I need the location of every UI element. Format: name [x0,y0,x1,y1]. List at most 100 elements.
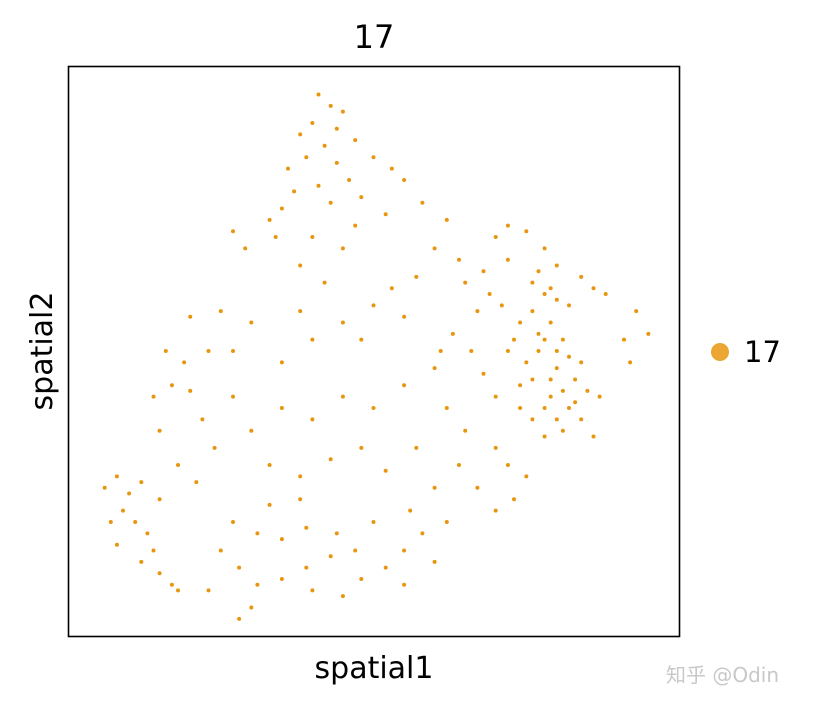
data-point [322,143,327,148]
data-point [328,200,333,205]
data-point [438,349,443,353]
data-point [536,349,541,353]
data-point [267,217,272,222]
data-point [530,377,535,382]
data-point [255,582,260,587]
data-point [622,337,626,342]
data-point [444,217,449,222]
data-point [286,166,290,171]
data-point [139,559,144,564]
data-point [188,388,193,393]
data-point [505,349,510,353]
data-point [243,246,248,251]
data-point [340,320,345,325]
data-point [475,485,480,490]
data-point [121,508,125,513]
data-point [432,485,437,490]
data-point [542,434,547,439]
data-point [249,428,254,433]
data-point [182,360,187,365]
data-point [414,445,419,450]
data-point [157,428,162,433]
chart-title: 17 [354,18,395,56]
data-point [481,371,486,376]
data-point [176,463,180,467]
data-point [542,337,547,342]
data-point [237,565,242,570]
data-point [548,377,553,382]
data-point [548,286,553,291]
data-point [316,183,321,188]
data-point [554,366,559,371]
data-point [353,548,358,553]
watermark: 知乎 @Odin [666,663,779,687]
data-point [408,508,413,513]
data-point [340,109,345,114]
data-point [359,445,364,450]
data-point [524,474,529,479]
data-point [591,434,596,439]
data-point [353,223,358,228]
data-point [518,406,523,410]
data-point [469,349,474,353]
data-point [383,565,388,570]
data-point [567,354,571,359]
data-point [505,463,510,467]
data-point [340,594,345,599]
data-point [493,235,498,239]
data-point [536,269,541,274]
data-point [548,394,553,399]
data-point [298,263,303,268]
data-point [304,565,309,570]
data-point [463,280,468,285]
data-point [206,588,211,593]
data-point [560,388,565,393]
data-point [450,331,455,336]
data-point [231,349,235,353]
data-point [444,520,449,524]
data-point [585,388,590,393]
data-point [420,531,425,536]
data-point [304,525,309,530]
data-point [634,309,639,314]
data-point [512,337,516,342]
data-point [499,303,504,308]
data-point [279,577,284,581]
data-point [554,349,559,353]
data-point [359,195,364,200]
data-point [328,554,333,559]
data-point [237,616,242,621]
data-point [505,257,510,262]
data-point [139,480,144,485]
data-point [560,337,565,342]
data-point [310,235,315,239]
data-point [518,383,523,388]
data-point [371,303,376,308]
data-point [114,542,119,547]
data-point [334,531,339,536]
data-point [530,280,535,285]
data-point [493,445,498,450]
data-point [414,274,419,279]
data-point [524,360,529,365]
data-point [402,548,407,553]
data-point [493,394,498,399]
data-point [542,292,547,296]
data-point [231,394,235,399]
data-point [255,531,260,536]
data-point [542,246,547,251]
points-layer [102,92,651,621]
data-point [383,212,388,217]
data-point [310,417,315,422]
data-point [279,206,284,211]
data-point [188,314,193,319]
data-point [402,178,407,182]
data-point [279,537,284,542]
data-point [530,417,535,422]
data-point [432,246,437,251]
data-point [402,383,407,388]
data-point [151,548,156,553]
data-point [579,360,584,365]
data-point [505,223,510,228]
